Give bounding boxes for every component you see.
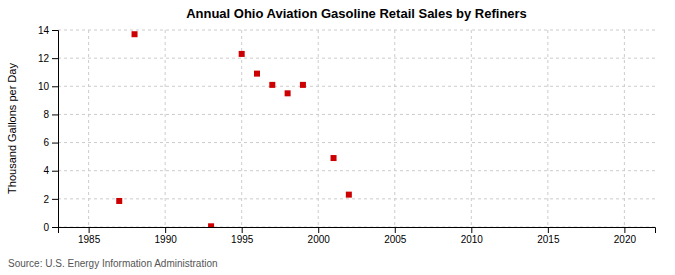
- points: [116, 31, 352, 227]
- tick-label: 0: [43, 222, 49, 233]
- grid-line: [88, 30, 89, 227]
- tick: 2015: [537, 227, 560, 245]
- tick-mark: [395, 227, 396, 233]
- tick-mark: [52, 227, 58, 228]
- tick: 10: [38, 81, 58, 92]
- tick-label: 2020: [614, 234, 637, 245]
- tick-label: 1995: [231, 234, 254, 245]
- tick-label: 2010: [461, 234, 484, 245]
- grid-line: [58, 198, 655, 199]
- tick-mark: [165, 227, 166, 233]
- tick-mark: [52, 199, 58, 200]
- point: [239, 51, 245, 57]
- tick-label: 14: [38, 25, 50, 36]
- point: [331, 155, 337, 161]
- tick: 1985: [78, 227, 101, 245]
- tick-mark: [52, 171, 58, 172]
- point: [208, 223, 214, 227]
- tick: 2005: [384, 227, 407, 245]
- tick-mark: [548, 227, 549, 233]
- tick-mark: [52, 58, 58, 59]
- tick-mark: [318, 227, 319, 233]
- tick: 4: [43, 165, 58, 176]
- tick: 2: [43, 194, 58, 205]
- grid-line: [547, 30, 548, 227]
- tick-label: 1985: [78, 234, 101, 245]
- grid-line: [318, 30, 319, 227]
- grid-line: [58, 58, 655, 59]
- tick-label: 4: [43, 165, 49, 176]
- tick-label: 1990: [155, 234, 178, 245]
- grid-line: [58, 86, 655, 87]
- grid-line: [394, 30, 395, 227]
- tick-label: 2: [43, 194, 49, 205]
- tick: 0: [43, 222, 58, 233]
- grid: [58, 30, 655, 227]
- title: Annual Ohio Aviation Gasoline Retail Sal…: [186, 6, 527, 21]
- tick: 1995: [231, 227, 254, 245]
- tick: 12: [38, 53, 58, 64]
- tick-label: 2005: [384, 234, 407, 245]
- tick: 8: [43, 109, 58, 120]
- grid-line: [58, 142, 655, 143]
- chart: 1985 1990 1995 2000 2005 2010 2015 2020 0 2 4 6 8 10 1…: [0, 0, 675, 275]
- point: [346, 192, 352, 198]
- tick-label: 12: [38, 53, 50, 64]
- tick-mark: [242, 227, 243, 233]
- point: [300, 82, 306, 88]
- tick-label: 8: [43, 109, 49, 120]
- x-axis: 1985 1990 1995 2000 2005 2010 2015 2020: [59, 227, 656, 245]
- tick: 14: [38, 25, 58, 36]
- point: [254, 71, 260, 77]
- y-axis-title: Thousand Gallons per Day: [6, 63, 18, 194]
- tick-mark: [52, 143, 58, 144]
- axis-line: [52, 31, 59, 228]
- tick-label: 10: [38, 81, 50, 92]
- tick-label: 6: [43, 137, 49, 148]
- grid-line: [624, 30, 625, 227]
- grid-line: [58, 114, 655, 115]
- tick: 6: [43, 137, 58, 148]
- tick-label: 2015: [537, 234, 560, 245]
- grid-line: [165, 30, 166, 227]
- plot-area: 1985 1990 1995 2000 2005 2010 2015 2020 0 2 4 6 8 10 1…: [38, 25, 656, 245]
- grid-line: [58, 30, 655, 31]
- point: [116, 198, 122, 204]
- tick-mark: [52, 114, 58, 115]
- tick-mark: [52, 30, 58, 31]
- tick-mark: [89, 227, 90, 233]
- point: [285, 90, 291, 96]
- tick: 1990: [155, 227, 178, 245]
- axis-line: [59, 228, 656, 234]
- grid-line: [58, 170, 655, 171]
- grid-line: [241, 30, 242, 227]
- y-axis: 0 2 4 6 8 10 12 14: [38, 25, 59, 233]
- tick-mark: [471, 227, 472, 233]
- tick-mark: [52, 86, 58, 87]
- point: [132, 31, 138, 37]
- grid-line: [471, 30, 472, 227]
- tick-label: 2000: [308, 234, 331, 245]
- tick-mark: [624, 227, 625, 233]
- annotation: Source: U.S. Energy Information Administ…: [8, 258, 218, 269]
- tick: 2010: [461, 227, 484, 245]
- tick: 2000: [308, 227, 331, 245]
- point: [269, 82, 275, 88]
- tick: 2020: [614, 227, 637, 245]
